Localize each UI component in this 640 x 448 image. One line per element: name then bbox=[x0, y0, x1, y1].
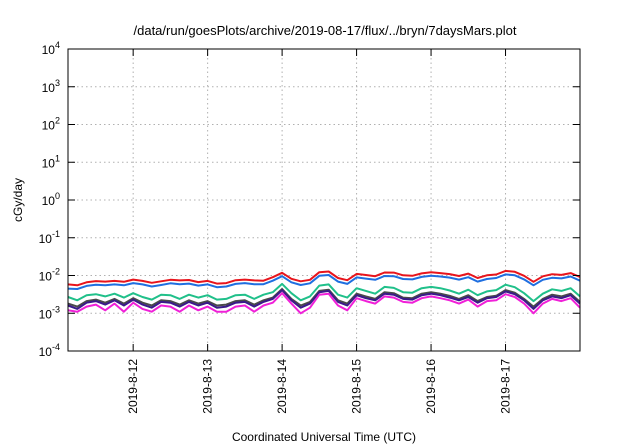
series-line-6 bbox=[67, 292, 581, 315]
y-tick-label: 100 bbox=[42, 191, 60, 208]
y-tick-label: 104 bbox=[42, 40, 60, 57]
y-tick-label: 102 bbox=[42, 116, 60, 133]
chart-title: /data/run/goesPlots/archive/2019-08-17/f… bbox=[134, 23, 517, 38]
y-axis-label: cGy/day bbox=[11, 178, 25, 222]
x-tick-label: 2019-8-13 bbox=[201, 359, 215, 414]
y-tick-label: 10-2 bbox=[39, 267, 60, 284]
series-line-4 bbox=[67, 288, 581, 308]
y-tick-label: 10-3 bbox=[39, 304, 60, 321]
x-tick-label: 2019-8-15 bbox=[350, 359, 364, 414]
series-line-1 bbox=[67, 269, 581, 287]
x-tick-label: 2019-8-14 bbox=[275, 359, 289, 414]
grid bbox=[68, 49, 580, 351]
x-axis-label: Coordinated Universal Time (UTC) bbox=[232, 430, 416, 444]
series-line-5 bbox=[67, 289, 581, 310]
y-tick-label: 10-1 bbox=[39, 229, 60, 246]
x-axis: 2019-8-12 2019-8-13 2019-8-14 2019-8-15 2019… bbox=[126, 49, 513, 414]
x-tick-label: 2019-8-16 bbox=[424, 359, 438, 414]
y-tick-label: 10-4 bbox=[39, 342, 60, 359]
x-tick-label: 2019-8-17 bbox=[499, 359, 513, 414]
y-axis: 10-4 10-3 10-2 10-1 100 101 102 103 104 bbox=[39, 40, 580, 359]
series-line-2 bbox=[67, 273, 581, 290]
x-tick-label: 2019-8-12 bbox=[126, 359, 140, 414]
y-tick-label: 103 bbox=[42, 78, 60, 95]
series-line-3 bbox=[67, 282, 581, 303]
series-group bbox=[67, 269, 581, 315]
y-tick-label: 101 bbox=[42, 153, 60, 170]
